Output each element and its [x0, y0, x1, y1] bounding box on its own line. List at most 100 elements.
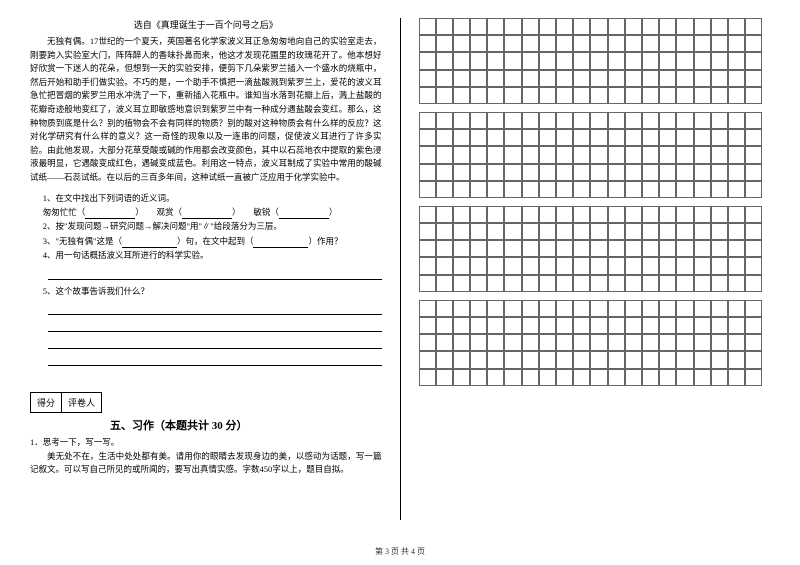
grid-cell[interactable] [556, 317, 573, 334]
grid-block[interactable] [419, 206, 771, 292]
grid-cell[interactable] [642, 240, 659, 257]
grid-cell[interactable] [556, 129, 573, 146]
grid-cell[interactable] [625, 181, 642, 198]
grid-cell[interactable] [711, 275, 728, 292]
grid-cell[interactable] [453, 275, 470, 292]
grid-cell[interactable] [487, 300, 504, 317]
grid-cell[interactable] [694, 317, 711, 334]
grid-cell[interactable] [676, 129, 693, 146]
grid-cell[interactable] [625, 275, 642, 292]
grid-cell[interactable] [556, 300, 573, 317]
blank-field[interactable] [253, 238, 308, 248]
grid-cell[interactable] [487, 223, 504, 240]
grid-cell[interactable] [556, 275, 573, 292]
grid-cell[interactable] [728, 181, 745, 198]
grid-cell[interactable] [436, 52, 453, 69]
grid-cell[interactable] [694, 240, 711, 257]
grid-cell[interactable] [625, 112, 642, 129]
grid-cell[interactable] [539, 52, 556, 69]
grid-cell[interactable] [573, 146, 590, 163]
grid-cell[interactable] [539, 317, 556, 334]
grid-cell[interactable] [625, 369, 642, 386]
grid-cell[interactable] [436, 257, 453, 274]
grid-cell[interactable] [522, 275, 539, 292]
grid-cell[interactable] [539, 181, 556, 198]
grid-cell[interactable] [453, 240, 470, 257]
grid-cell[interactable] [711, 181, 728, 198]
grid-cell[interactable] [522, 369, 539, 386]
grid-cell[interactable] [436, 369, 453, 386]
grid-cell[interactable] [590, 317, 607, 334]
grid-cell[interactable] [487, 164, 504, 181]
grid-cell[interactable] [504, 35, 521, 52]
grid-cell[interactable] [676, 351, 693, 368]
grid-cell[interactable] [556, 257, 573, 274]
grid-cell[interactable] [522, 87, 539, 104]
grid-cell[interactable] [694, 18, 711, 35]
grid-cell[interactable] [745, 317, 762, 334]
answer-line[interactable] [48, 352, 382, 366]
grid-cell[interactable] [659, 129, 676, 146]
grid-cell[interactable] [504, 257, 521, 274]
grid-cell[interactable] [453, 257, 470, 274]
grid-cell[interactable] [694, 35, 711, 52]
grid-cell[interactable] [556, 87, 573, 104]
grid-cell[interactable] [608, 223, 625, 240]
grid-cell[interactable] [642, 181, 659, 198]
grid-cell[interactable] [419, 35, 436, 52]
grid-cell[interactable] [711, 369, 728, 386]
grid-cell[interactable] [556, 240, 573, 257]
grid-cell[interactable] [590, 257, 607, 274]
answer-line[interactable] [48, 301, 382, 315]
grid-cell[interactable] [487, 257, 504, 274]
grid-cell[interactable] [711, 52, 728, 69]
grid-cell[interactable] [556, 70, 573, 87]
grid-cell[interactable] [539, 369, 556, 386]
grid-cell[interactable] [745, 257, 762, 274]
grid-cell[interactable] [711, 112, 728, 129]
grid-cell[interactable] [590, 87, 607, 104]
grid-cell[interactable] [676, 275, 693, 292]
grid-cell[interactable] [590, 164, 607, 181]
grid-cell[interactable] [590, 240, 607, 257]
grid-cell[interactable] [745, 181, 762, 198]
grid-cell[interactable] [676, 206, 693, 223]
grid-cell[interactable] [487, 18, 504, 35]
grid-cell[interactable] [676, 181, 693, 198]
grid-cell[interactable] [573, 257, 590, 274]
grid-cell[interactable] [642, 223, 659, 240]
grid-cell[interactable] [573, 240, 590, 257]
grid-cell[interactable] [436, 146, 453, 163]
grid-cell[interactable] [453, 87, 470, 104]
grid-cell[interactable] [436, 70, 453, 87]
grid-cell[interactable] [642, 206, 659, 223]
grid-cell[interactable] [590, 223, 607, 240]
grid-cell[interactable] [642, 257, 659, 274]
grid-cell[interactable] [487, 35, 504, 52]
grid-cell[interactable] [642, 52, 659, 69]
grid-cell[interactable] [745, 164, 762, 181]
grid-cell[interactable] [470, 300, 487, 317]
grid-cell[interactable] [522, 181, 539, 198]
grid-cell[interactable] [487, 87, 504, 104]
blank-field[interactable] [85, 209, 135, 219]
grid-cell[interactable] [694, 52, 711, 69]
grid-cell[interactable] [590, 112, 607, 129]
grid-cell[interactable] [659, 369, 676, 386]
blank-field[interactable] [122, 238, 177, 248]
grid-cell[interactable] [659, 35, 676, 52]
grid-cell[interactable] [642, 70, 659, 87]
grid-cell[interactable] [676, 369, 693, 386]
grid-cell[interactable] [556, 223, 573, 240]
grid-cell[interactable] [745, 351, 762, 368]
composition-grid-area[interactable] [419, 18, 771, 386]
grid-cell[interactable] [608, 181, 625, 198]
grid-cell[interactable] [694, 70, 711, 87]
grid-cell[interactable] [487, 369, 504, 386]
grid-cell[interactable] [522, 317, 539, 334]
grid-cell[interactable] [711, 300, 728, 317]
grid-cell[interactable] [504, 317, 521, 334]
grid-cell[interactable] [539, 223, 556, 240]
grid-cell[interactable] [419, 206, 436, 223]
grid-cell[interactable] [590, 129, 607, 146]
